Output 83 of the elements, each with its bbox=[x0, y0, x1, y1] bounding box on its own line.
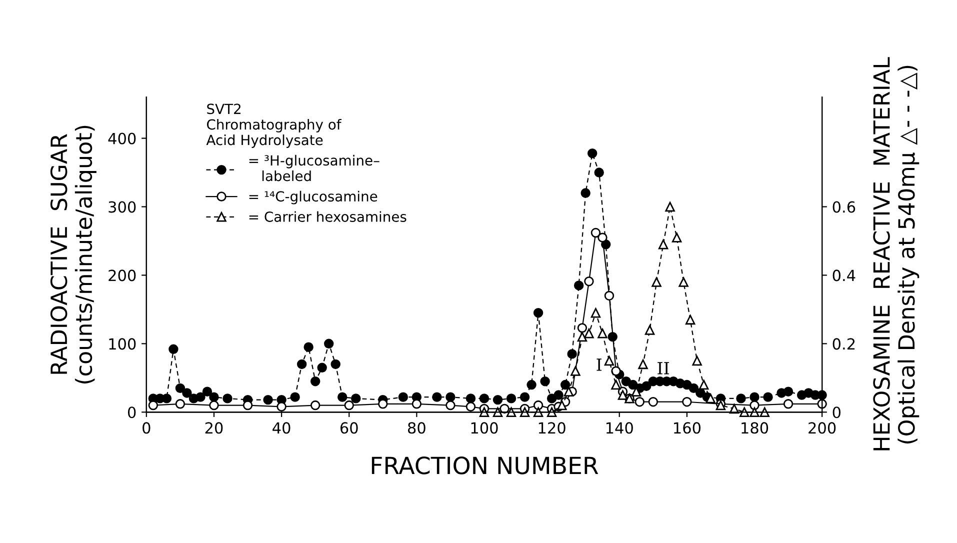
point bbox=[698, 380, 709, 390]
x-tick-label: 60 bbox=[340, 422, 358, 434]
x-tick-label: 20 bbox=[205, 422, 223, 434]
legend-title: SVT2 Chromatography of Acid Hydrolysate bbox=[206, 104, 342, 148]
legend-label: = ³H-glucosamine– labeled bbox=[249, 154, 380, 182]
point bbox=[740, 407, 750, 417]
point bbox=[634, 397, 644, 407]
point bbox=[209, 400, 219, 410]
y-tick-label: 100 bbox=[109, 338, 136, 350]
point bbox=[584, 328, 594, 338]
point bbox=[570, 366, 580, 376]
point bbox=[590, 228, 601, 238]
legend-label: = ¹⁴C-glucosamine bbox=[249, 190, 378, 204]
point bbox=[520, 407, 530, 417]
x-tick-label: 40 bbox=[272, 422, 290, 434]
point bbox=[682, 397, 692, 407]
point bbox=[492, 407, 503, 417]
x-tick-label: 80 bbox=[408, 422, 426, 434]
point bbox=[706, 394, 716, 404]
point bbox=[604, 290, 614, 301]
point bbox=[611, 380, 621, 390]
point bbox=[648, 397, 658, 407]
y-tick-label: 200 bbox=[108, 270, 136, 282]
point bbox=[783, 399, 794, 409]
point bbox=[584, 276, 594, 286]
y2-tick-label: 0.6 bbox=[832, 201, 856, 213]
y2-axis-title: HEXOSAMINE REACTIVE MATERIAL (Optical Density at 540mμ △- - -△) bbox=[873, 57, 920, 450]
x-tick-label: 0 bbox=[142, 422, 150, 434]
point bbox=[276, 402, 286, 412]
point bbox=[344, 400, 354, 410]
point bbox=[557, 400, 567, 410]
point bbox=[506, 407, 516, 417]
point bbox=[479, 407, 490, 417]
legend-label: = Carrier hexosamines bbox=[249, 211, 406, 222]
point bbox=[652, 277, 662, 287]
y-tick-label: 300 bbox=[108, 201, 136, 213]
y2-tick-label: 0 bbox=[832, 406, 840, 418]
point bbox=[598, 328, 608, 338]
point bbox=[590, 308, 601, 318]
point bbox=[546, 407, 557, 417]
annotation: I bbox=[596, 358, 602, 371]
annotation: II bbox=[658, 362, 669, 374]
y-tick-label: 0 bbox=[128, 406, 136, 418]
y2-tick-label: 0.2 bbox=[832, 338, 855, 350]
point bbox=[665, 202, 675, 212]
point bbox=[760, 407, 770, 417]
y2-tick-label: 0.4 bbox=[832, 270, 856, 282]
point bbox=[378, 399, 388, 409]
x-tick-label: 160 bbox=[674, 422, 700, 434]
x-axis-title: FRACTION NUMBER bbox=[372, 456, 598, 474]
point bbox=[611, 366, 621, 376]
point bbox=[604, 356, 614, 366]
x-tick-label: 120 bbox=[538, 422, 566, 434]
point bbox=[564, 386, 574, 396]
point bbox=[500, 404, 510, 414]
point bbox=[678, 277, 688, 287]
point bbox=[577, 332, 588, 342]
y-axis-title: RADIOACTIVE SUGAR (counts/minute/aliquot) bbox=[50, 126, 96, 384]
point bbox=[577, 323, 588, 333]
point bbox=[148, 400, 158, 410]
point bbox=[685, 314, 696, 325]
point bbox=[618, 390, 628, 400]
x-tick-label: 100 bbox=[471, 422, 498, 434]
point bbox=[310, 400, 320, 410]
point bbox=[175, 399, 186, 409]
point bbox=[750, 400, 760, 410]
point bbox=[750, 407, 760, 417]
point bbox=[533, 407, 544, 417]
x-tick-label: 200 bbox=[808, 422, 836, 434]
point bbox=[242, 400, 253, 410]
point bbox=[658, 240, 668, 250]
point bbox=[672, 232, 682, 242]
x-tick-label: 180 bbox=[742, 422, 768, 434]
point bbox=[598, 232, 608, 242]
x-tick-label: 140 bbox=[606, 422, 633, 434]
point bbox=[644, 325, 655, 335]
point bbox=[466, 402, 476, 412]
point bbox=[638, 359, 648, 370]
point bbox=[692, 356, 702, 366]
point bbox=[533, 400, 544, 410]
point bbox=[412, 399, 422, 409]
y-tick-label: 400 bbox=[108, 132, 136, 144]
point bbox=[446, 400, 456, 410]
